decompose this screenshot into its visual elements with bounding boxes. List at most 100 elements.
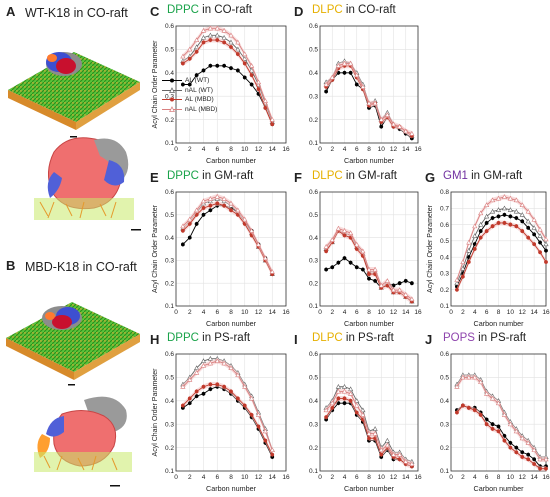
data-point <box>501 412 508 417</box>
data-point <box>508 214 513 219</box>
data-point <box>228 32 234 38</box>
data-point <box>194 365 200 371</box>
data-point <box>514 450 519 455</box>
series-error-band-al-mbd <box>182 37 273 127</box>
data-point <box>513 428 519 434</box>
panel-label-c: C <box>150 4 160 19</box>
plot-frame <box>319 191 419 307</box>
data-point <box>229 208 233 213</box>
data-point <box>249 73 254 78</box>
data-point <box>525 440 531 445</box>
chart-g-gm1-gm-raft: 0 2 4 6 8 10 12 14 16 0.1 0.2 0.3 0.4 0.5 0.6 0.7 0.8 Car… <box>427 189 550 328</box>
x-axis-label: Carbon number <box>206 156 257 165</box>
data-point <box>520 450 525 455</box>
data-point <box>384 112 390 117</box>
chart-f-dlpc-gm-raft: 0 2 4 6 8 10 12 14 16 0.1 0.2 0.3 0.4 0.5 0.6 Carbon nu… <box>309 189 422 328</box>
data-point <box>214 32 220 38</box>
data-point <box>354 247 359 251</box>
data-point <box>478 379 484 385</box>
y-tick-label: 0.1 <box>440 468 449 475</box>
data-point <box>367 276 371 281</box>
data-point <box>187 46 193 52</box>
y-tick-label: 0.4 <box>309 398 318 405</box>
data-point <box>342 256 347 261</box>
mbd-k18-molecular-render <box>6 302 140 487</box>
y-tick-label: 0.7 <box>440 205 449 212</box>
x-tick-label: 2 <box>188 309 192 316</box>
chart-h-dppc-ps-raft: 0 2 4 6 8 10 12 14 16 0.1 0.2 0.3 0.4 0.5 0.6 Carbon nu… <box>152 351 290 493</box>
plot-frame <box>319 25 419 144</box>
data-point <box>507 195 513 201</box>
data-point <box>208 382 213 387</box>
plot-frame <box>175 25 287 144</box>
data-point <box>525 218 531 224</box>
legend-swatch-al-mbd <box>162 97 182 102</box>
data-point <box>495 207 502 212</box>
data-point <box>215 38 220 42</box>
data-point <box>323 407 329 413</box>
data-point <box>490 224 495 229</box>
data-point <box>466 405 471 410</box>
y-tick-label: 0.1 <box>309 468 318 475</box>
y-axis-label: Acyl Chain Order Parameter <box>152 204 159 293</box>
data-point <box>466 374 472 380</box>
x-tick-label: 16 <box>414 309 422 316</box>
y-tick-label: 0.2 <box>309 117 318 124</box>
y-tick-label: 0.2 <box>309 445 318 452</box>
x-axis-label: Carbon number <box>344 484 395 493</box>
chart-title-g-rest: in GM-raft <box>467 170 523 182</box>
y-tick-label: 0.2 <box>165 117 174 124</box>
legend-item-al-wt: AL (WT) <box>162 76 217 86</box>
x-tick-label: 0 <box>449 309 453 316</box>
x-tick-label: 8 <box>229 146 233 153</box>
y-tick-label: 0.1 <box>165 303 174 310</box>
data-point <box>235 68 240 73</box>
data-point <box>201 212 206 217</box>
chart-title-j-rest: in PS-raft <box>474 332 527 344</box>
data-point <box>228 200 234 206</box>
data-point <box>207 32 213 38</box>
x-tick-label: 12 <box>255 146 263 153</box>
data-point <box>378 447 384 452</box>
x-tick-label: 2 <box>330 146 334 153</box>
data-point <box>228 365 234 371</box>
chart-title-e: DPPC in GM-raft <box>167 170 253 182</box>
data-point <box>489 197 496 203</box>
title-mbd-k18: MBD-K18 in CO-raft <box>25 260 137 274</box>
data-point <box>214 358 220 363</box>
data-point <box>336 260 341 265</box>
data-point <box>180 82 185 87</box>
data-point <box>543 236 549 242</box>
data-point <box>194 37 200 43</box>
data-point <box>490 216 495 220</box>
data-point <box>537 456 543 462</box>
data-point <box>242 51 248 57</box>
data-point <box>507 207 513 212</box>
data-point <box>460 374 466 380</box>
y-tick-label: 0.5 <box>309 375 318 382</box>
x-tick-label: 6 <box>355 309 359 316</box>
x-tick-label: 12 <box>519 474 527 481</box>
data-point <box>508 445 513 450</box>
data-point <box>508 222 513 227</box>
data-point <box>201 68 206 73</box>
data-point <box>194 394 199 399</box>
y-tick-label: 0.8 <box>440 189 449 196</box>
panel-label-j: J <box>425 332 433 347</box>
plot-frame <box>450 353 547 472</box>
y-tick-label: 0.3 <box>165 258 174 265</box>
data-point <box>514 445 519 450</box>
data-point <box>269 116 275 122</box>
data-point <box>454 280 460 286</box>
data-point <box>360 248 366 254</box>
data-point <box>384 278 390 283</box>
data-point <box>187 56 192 61</box>
series-error-band-al-mbd <box>456 220 546 293</box>
legend-swatch-al-wt <box>162 78 182 83</box>
data-point <box>484 391 490 396</box>
data-point <box>526 452 531 457</box>
y-tick-label: 0.2 <box>440 287 449 294</box>
chart-title-f-lipid: DLPC <box>312 170 343 182</box>
data-point <box>229 389 233 394</box>
data-point <box>256 87 261 92</box>
